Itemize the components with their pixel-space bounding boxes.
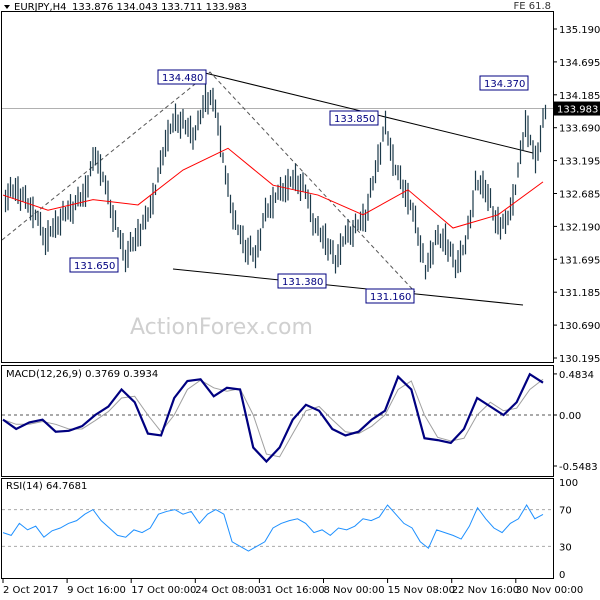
y-tick-label: 132.685 xyxy=(559,190,600,201)
y-tick-label: 100 xyxy=(559,478,578,489)
rsi-line xyxy=(2,504,544,552)
y-tick-label: 135.190 xyxy=(559,25,600,36)
current-price-box xyxy=(554,101,600,116)
y-tick-label: 131.695 xyxy=(559,255,600,266)
ohlc-values: 133.876 134.043 133.711 133.983 xyxy=(72,2,247,13)
x-tick-label: 17 Oct 00:00 xyxy=(131,585,196,596)
price-panel: 135.190 134.695 134.185 133.690 133.195 132.6… xyxy=(1,25,600,365)
x-tick-label: 9 Oct 16:00 xyxy=(67,585,126,596)
y-tick-label: 0.4834 xyxy=(559,370,594,381)
macd-signal-line xyxy=(2,378,544,458)
x-tick-label: 24 Oct 08:00 xyxy=(195,585,260,596)
x-tick-label: 15 Nov 08:00 xyxy=(388,585,455,596)
x-tick-label: 22 Nov 16:00 xyxy=(452,585,519,596)
swing-label-box xyxy=(479,75,529,91)
y-tick-label: 133.690 xyxy=(559,124,600,135)
y-tick-label: 30 xyxy=(559,542,572,553)
macd-title: MACD(12,26,9) 0.3769 0.3934 xyxy=(6,369,158,380)
rsi-panel-frame xyxy=(1,478,554,579)
swing-label-box xyxy=(365,288,415,304)
y-tick-label: 132.190 xyxy=(559,222,600,233)
macd-panel: 0.4834 0.00 -0.5483 xyxy=(2,370,598,473)
rsi-panel: 100 70 30 0 xyxy=(2,478,578,581)
y-tick-label: 134.695 xyxy=(559,58,600,69)
swing-label: 134.480 xyxy=(162,73,203,84)
current-price-label: 133.983 xyxy=(557,105,598,116)
y-tick-label: -0.5483 xyxy=(559,462,598,473)
fibonacci-projection-line xyxy=(1,71,416,293)
y-tick-label: 0 xyxy=(559,570,565,581)
fib-label: FE 61.8 xyxy=(513,1,551,12)
swing-label: 134.370 xyxy=(484,79,525,90)
x-tick-label: 30 Nov 00:00 xyxy=(516,585,583,596)
y-tick-label: 133.195 xyxy=(559,157,600,168)
rsi-title: RSI(14) 64.7681 xyxy=(6,481,87,492)
swing-label: 131.650 xyxy=(74,261,115,272)
swing-label: 131.380 xyxy=(282,277,323,288)
x-tick-label: 2 Oct 2017 xyxy=(3,585,58,596)
price-panel-frame xyxy=(1,11,554,363)
y-tick-label: 131.185 xyxy=(559,288,600,299)
symbol-label: EURJPY,H4 xyxy=(14,2,67,13)
y-tick-label: 130.195 xyxy=(559,354,600,365)
y-tick-label: 130.690 xyxy=(559,321,600,332)
x-tick-label: 31 Oct 16:00 xyxy=(259,585,324,596)
macd-panel-frame xyxy=(1,365,554,477)
y-tick-label: 0.00 xyxy=(559,411,581,422)
swing-label-box xyxy=(157,69,207,85)
swing-label-box xyxy=(277,273,327,289)
swing-label-box xyxy=(329,110,379,126)
y-tick-label: 134.185 xyxy=(559,91,600,102)
swing-label: 131.160 xyxy=(370,292,411,303)
moving-average-line xyxy=(2,147,544,229)
x-tick-label: 8 Nov 00:00 xyxy=(324,585,385,596)
swing-label-box xyxy=(69,257,119,273)
y-tick-label: 70 xyxy=(559,506,572,517)
watermark: ActionForex.com xyxy=(130,315,313,340)
macd-line xyxy=(2,372,544,464)
lower-trendline xyxy=(172,268,524,306)
collapse-triangle-icon[interactable] xyxy=(4,5,10,9)
swing-label: 133.850 xyxy=(334,114,375,125)
